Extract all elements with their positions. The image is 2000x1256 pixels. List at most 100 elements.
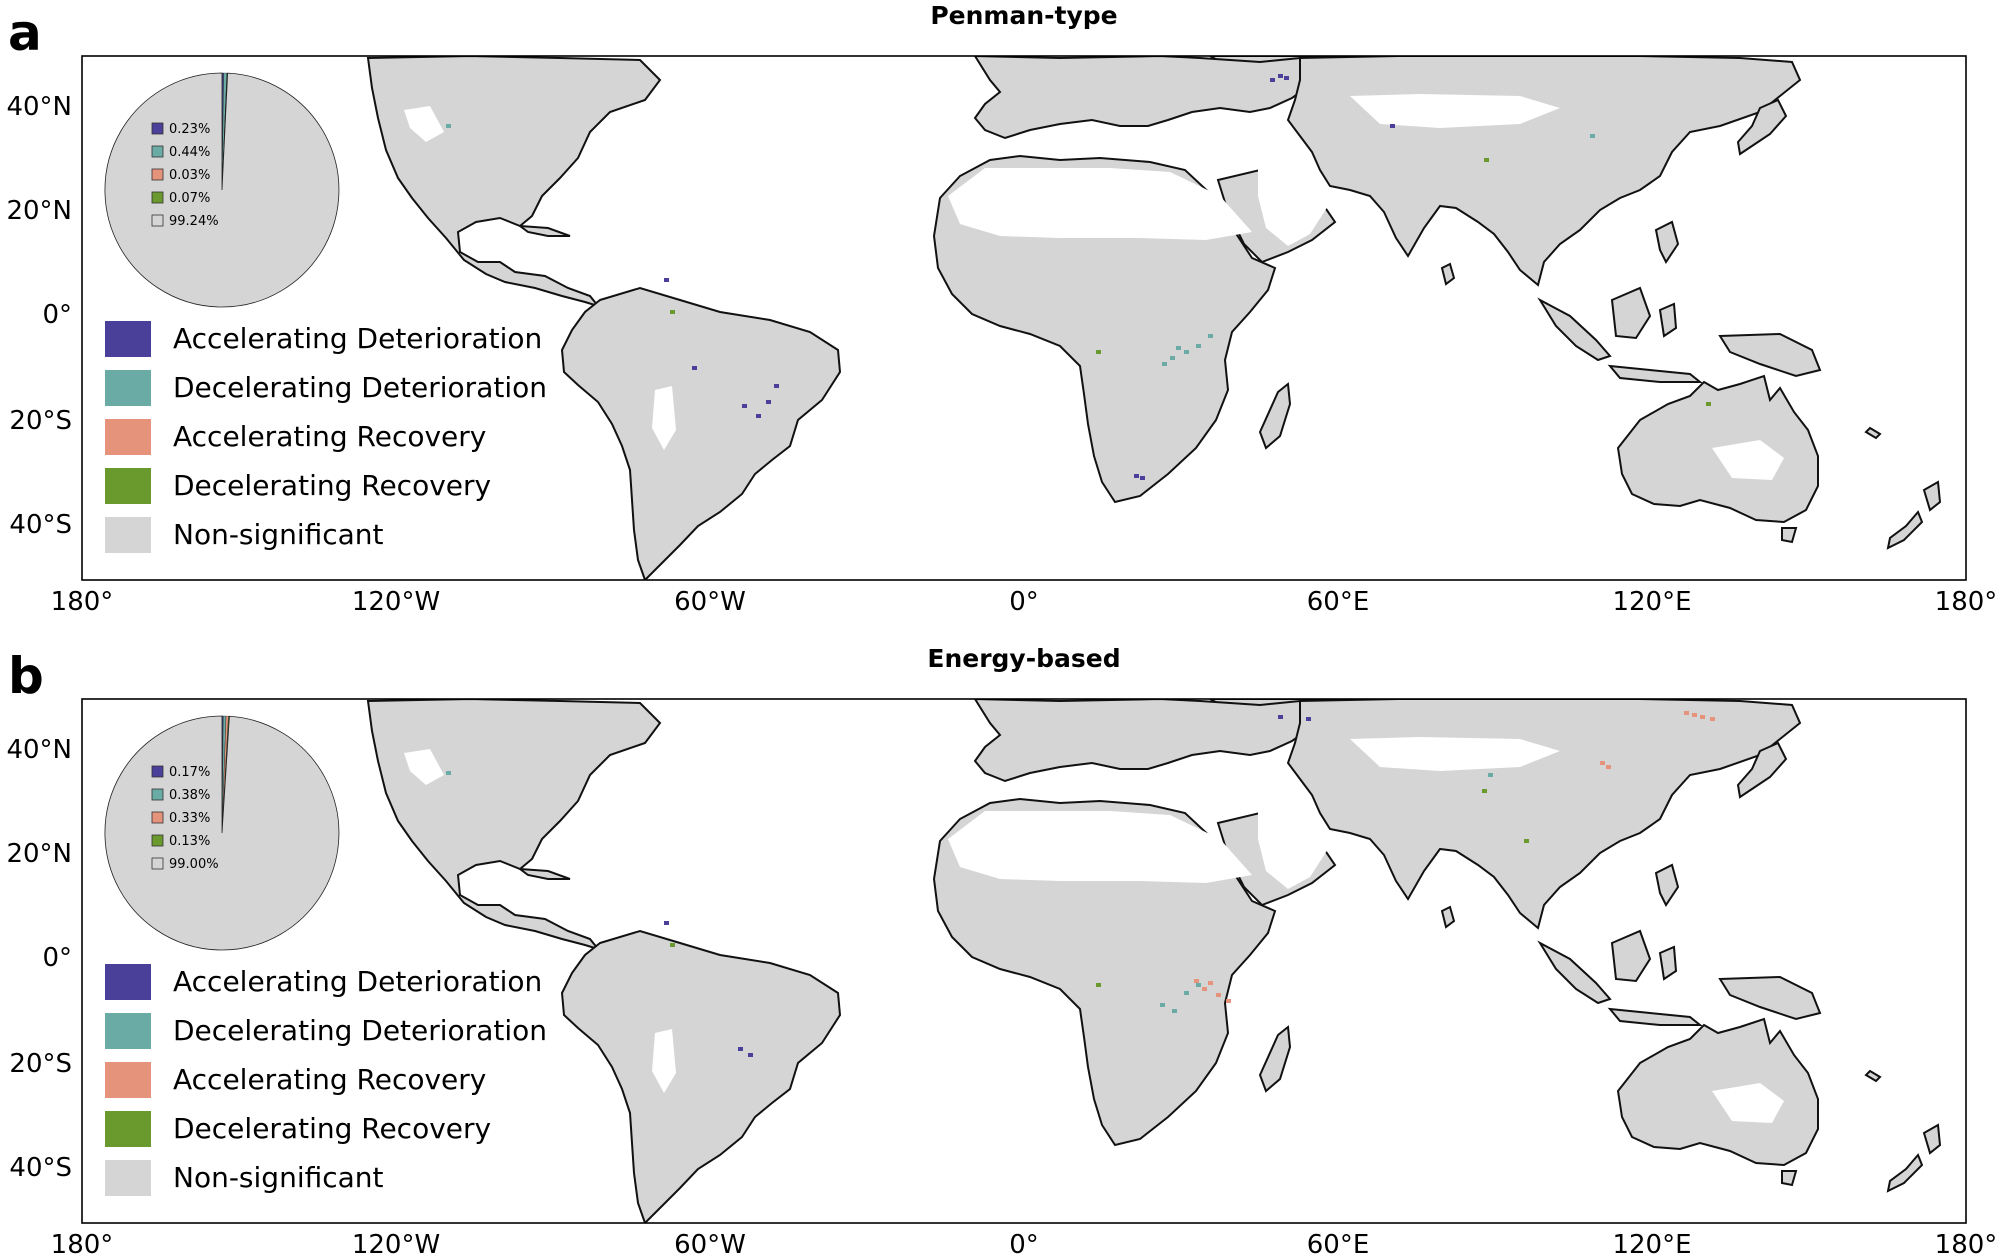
trend-pixel xyxy=(664,278,669,282)
trend-pixel xyxy=(446,771,451,775)
lon-tick-label: 180° xyxy=(51,1230,114,1256)
lon-tick-label: 60°W xyxy=(674,587,746,617)
trend-pixel xyxy=(1096,350,1101,354)
pie-legend-label: 0.23% xyxy=(169,122,210,137)
legend-swatch xyxy=(105,1160,151,1196)
legend-swatch xyxy=(105,964,151,1000)
legend-label: Non-significant xyxy=(173,1161,384,1194)
trend-pixel xyxy=(664,921,669,925)
lat-tick-label: 0° xyxy=(42,943,72,973)
trend-pixel xyxy=(742,404,747,408)
legend-swatch xyxy=(105,321,151,357)
trend-pixel xyxy=(692,366,697,370)
lon-tick-label: 120°E xyxy=(1612,1230,1691,1256)
trend-pixel xyxy=(774,384,779,388)
lon-tick-label: 60°E xyxy=(1307,1230,1370,1256)
pie-legend-swatch xyxy=(151,811,164,824)
trend-pixel xyxy=(1170,356,1175,360)
trend-pixel xyxy=(1524,839,1529,843)
pie-legend-label: 0.17% xyxy=(169,765,210,780)
trend-pixel xyxy=(1306,717,1311,721)
lon-tick-label: 0° xyxy=(1009,1230,1039,1256)
lon-tick-label: 0° xyxy=(1009,587,1039,617)
trend-pixel xyxy=(1196,344,1201,348)
legend-label: Decelerating Recovery xyxy=(173,469,491,502)
pie-chart: 0.17% 0.38% 0.33% 0.13% 99.00% xyxy=(104,715,340,951)
trend-pixel xyxy=(1208,334,1213,338)
trend-pixel xyxy=(1194,979,1199,983)
map-panel-b: b Energy-based 40°N 20°N 0° 20°S 40°S 180° 120°W… xyxy=(6,644,1997,1256)
trend-pixel xyxy=(670,310,675,314)
legend-label: Decelerating Recovery xyxy=(173,1112,491,1145)
pie-chart: 0.23% 0.44% 0.03% 0.07% 99.24% xyxy=(104,72,340,308)
pie-slice xyxy=(104,715,340,951)
trend-pixel xyxy=(1684,711,1689,715)
legend-label: Decelerating Deterioration xyxy=(173,1014,547,1047)
panel-letter: a xyxy=(8,4,42,62)
lon-tick-label: 180° xyxy=(1935,587,1998,617)
trend-pixel xyxy=(1590,134,1595,138)
panel-title: Penman-type xyxy=(930,1,1117,30)
trend-pixel xyxy=(1278,74,1283,78)
pie-legend-label: 0.44% xyxy=(169,145,210,160)
trend-pixel xyxy=(1226,999,1231,1003)
world-map xyxy=(82,699,1966,1223)
lon-tick-label: 60°W xyxy=(674,1230,746,1256)
trend-pixel xyxy=(1096,983,1101,987)
legend-label: Accelerating Deterioration xyxy=(173,322,542,355)
trend-pixel xyxy=(1482,789,1487,793)
lat-tick-label: 40°S xyxy=(9,1153,72,1183)
lat-tick-label: 0° xyxy=(42,300,72,330)
trend-pixel xyxy=(670,943,675,947)
trend-pixel xyxy=(1278,715,1283,719)
trend-pixel xyxy=(1202,987,1207,991)
legend-label: Non-significant xyxy=(173,518,384,551)
pie-legend-swatch xyxy=(151,122,164,135)
pie-legend-label: 99.24% xyxy=(169,214,219,229)
map-panel-a: a Penman-type 40°N 20°N 0° 20°S 40°S 180° 120°W 6… xyxy=(6,1,1997,617)
trend-pixel xyxy=(1172,1009,1177,1013)
pie-legend-swatch xyxy=(151,191,164,204)
trend-pixel xyxy=(766,400,771,404)
trend-pixel xyxy=(1162,362,1167,366)
legend-swatch xyxy=(105,517,151,553)
pie-legend-swatch xyxy=(151,834,164,847)
trend-pixel xyxy=(1196,983,1201,987)
pie-legend-swatch xyxy=(151,145,164,158)
trend-pixel xyxy=(1484,158,1489,162)
pie-legend-label: 0.33% xyxy=(169,811,210,826)
pie-legend-label: 0.03% xyxy=(169,168,210,183)
lon-tick-label: 60°E xyxy=(1307,587,1370,617)
panel-title: Energy-based xyxy=(927,644,1120,673)
trend-pixel xyxy=(1284,76,1289,80)
lat-tick-label: 40°N xyxy=(6,92,72,122)
lon-tick-label: 180° xyxy=(51,587,114,617)
trend-pixel xyxy=(1488,773,1493,777)
pie-legend-swatch xyxy=(151,214,164,227)
pie-slice xyxy=(104,72,340,308)
map-frame xyxy=(81,698,1967,1224)
legend-label: Accelerating Recovery xyxy=(173,420,486,453)
lon-tick-label: 180° xyxy=(1935,1230,1998,1256)
trend-pixel xyxy=(1270,78,1275,82)
pie-legend-label: 0.07% xyxy=(169,191,210,206)
trend-pixel xyxy=(1216,993,1221,997)
legend-label: Accelerating Deterioration xyxy=(173,965,542,998)
lat-tick-label: 40°S xyxy=(9,510,72,540)
trend-pixel xyxy=(1692,713,1697,717)
lat-tick-label: 20°S xyxy=(9,1049,72,1079)
trend-pixel xyxy=(446,124,451,128)
trend-pixel xyxy=(738,1047,743,1051)
legend-swatch xyxy=(105,468,151,504)
panel-letter: b xyxy=(8,647,44,705)
lat-tick-label: 20°N xyxy=(6,839,72,869)
legend-swatch xyxy=(105,370,151,406)
pie-legend-label: 99.00% xyxy=(169,857,219,872)
lon-tick-label: 120°W xyxy=(352,587,440,617)
legend-swatch xyxy=(105,419,151,455)
trend-pixel xyxy=(756,414,761,418)
pie-legend-swatch xyxy=(151,788,164,801)
legend-swatch xyxy=(105,1013,151,1049)
pie-legend-swatch xyxy=(151,168,164,181)
trend-pixel xyxy=(748,1053,753,1057)
